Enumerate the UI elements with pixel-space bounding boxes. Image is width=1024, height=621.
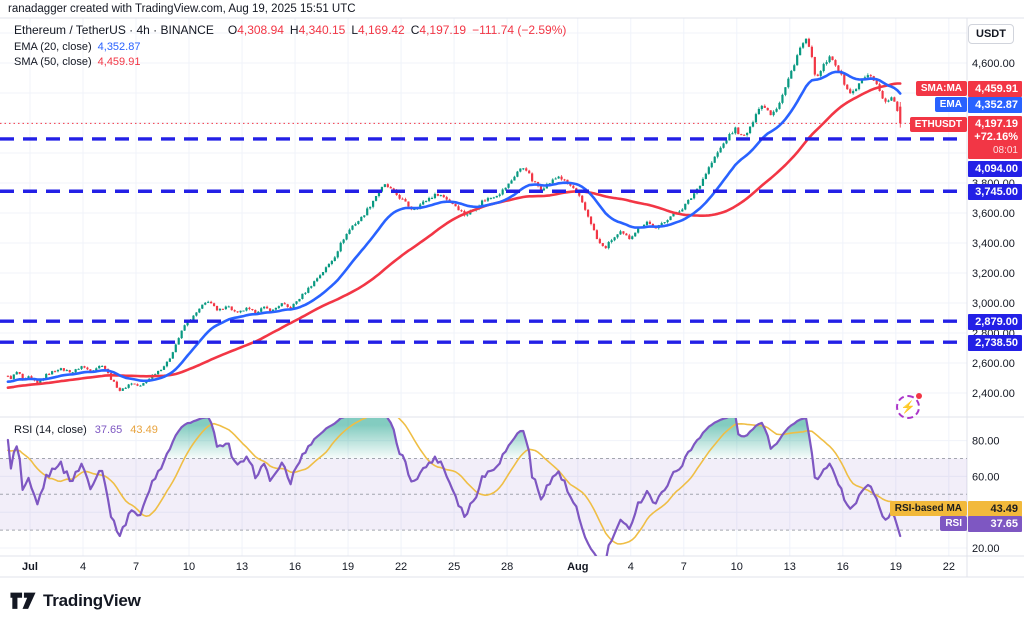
time-tick-label: 10 <box>183 561 195 573</box>
level-price-badge: 3,745.00 <box>968 184 1022 200</box>
rsi-price-label: RSI <box>940 516 967 531</box>
tradingview-logo-text: TradingView <box>43 591 141 610</box>
notification-dot <box>916 393 922 399</box>
rsi-tick-label: 20.00 <box>972 543 1000 555</box>
time-tick-label: 4 <box>628 561 634 573</box>
level-price-badge: 2,738.50 <box>968 335 1022 351</box>
price-tick-label: 3,400.00 <box>972 238 1015 250</box>
candles-layer <box>6 37 902 392</box>
ema-line <box>6 70 902 383</box>
price-tick-label: 3,000.00 <box>972 298 1015 310</box>
time-tick-label: Jul <box>22 561 38 573</box>
ema-label: EMA (20, close) <box>14 41 92 53</box>
time-tick-label: 7 <box>133 561 139 573</box>
rsi-legend-row[interactable]: RSI (14, close) 37.65 43.49 <box>14 424 158 436</box>
tradingview-logo-icon <box>10 592 36 609</box>
currency-toggle-button[interactable]: USDT <box>968 24 1014 44</box>
support-resistance-levels <box>0 137 964 344</box>
time-tick-label: 10 <box>731 561 743 573</box>
ema-price-label: EMA <box>934 97 967 112</box>
time-tick-label: Aug <box>567 561 588 573</box>
symbol-row: Ethereum / TetherUS · 4h · BINANCE O4,308… <box>14 24 566 36</box>
rsi-ma-price-badge: 43.49 <box>968 501 1022 517</box>
rsi-price-badge: 37.65 <box>968 516 1022 532</box>
time-tick-label: 19 <box>342 561 354 573</box>
ohlc-open-key: O <box>227 23 238 37</box>
boost-ring <box>896 395 920 419</box>
level-price-badge: 4,094.00 <box>968 161 1022 177</box>
time-tick-label: 13 <box>236 561 248 573</box>
rsi-ma-price-label: RSI-based MA <box>889 501 967 516</box>
moving-averages-layer <box>6 70 902 389</box>
time-tick-label: 25 <box>448 561 460 573</box>
ema-value: 4,352.87 <box>97 41 141 53</box>
time-tick-label: 13 <box>784 561 796 573</box>
sma-line <box>6 82 902 389</box>
price-tick-label: 3,200.00 <box>972 268 1015 280</box>
ohlc-close-key: C <box>410 23 420 37</box>
price-tick-label: 2,600.00 <box>972 358 1015 370</box>
rsi-value: 37.65 <box>94 424 123 436</box>
sma-value: 4,459.91 <box>97 56 141 68</box>
ohlc-open-value: 4,308.94 <box>237 23 284 37</box>
time-tick-label: 22 <box>943 561 955 573</box>
symbol-price-badge: 4,197.19 +72.16% 08:01 <box>968 116 1022 159</box>
sma-label: SMA (50, close) <box>14 56 92 68</box>
lightning-bolt-icon: ⚡ <box>900 400 916 414</box>
ohlc-low-value: 4,169.42 <box>358 23 405 37</box>
sma-price-label: SMA:MA <box>915 81 967 96</box>
rsi-ma-line <box>7 418 901 545</box>
boost-lightning-icon[interactable]: ⚡ <box>896 393 922 419</box>
bar-countdown: 08:01 <box>992 145 1018 156</box>
rsi-line <box>6 418 902 556</box>
rsi-tick-label: 80.00 <box>972 436 1000 448</box>
ohlc-close-value: 4,197.19 <box>419 23 467 37</box>
ohlc-high-key: H <box>289 23 299 37</box>
symbol-title: Ethereum / TetherUS · 4h · BINANCE <box>14 23 214 37</box>
change-percent: +72.16% <box>974 131 1018 143</box>
rsi-ma-value: 43.49 <box>130 424 158 436</box>
change-value: −111.74 (−2.59%) <box>472 23 567 37</box>
time-tick-label: 19 <box>890 561 902 573</box>
symbol-legend[interactable]: Ethereum / TetherUS · 4h · BINANCE O4,308… <box>14 24 566 68</box>
sma-price-badge: 4,459.91 <box>968 81 1022 97</box>
time-axis-drag-area[interactable] <box>0 556 967 577</box>
price-tick-label: 4,600.00 <box>972 58 1015 70</box>
ohlc-high-value: 4,340.15 <box>298 23 346 37</box>
ema-legend-row[interactable]: EMA (20, close) 4,352.87 <box>14 42 566 53</box>
time-tick-label: 22 <box>395 561 407 573</box>
time-tick-label: 4 <box>80 561 86 573</box>
last-price: 4,197.19 <box>975 118 1018 130</box>
rsi-label: RSI (14, close) <box>14 424 87 436</box>
sma-legend-row[interactable]: SMA (50, close) 4,459.91 <box>14 57 566 68</box>
rsi-panel-layer <box>0 418 967 556</box>
time-tick-label: 7 <box>681 561 687 573</box>
tradingview-logo[interactable]: TradingView <box>10 591 141 611</box>
symbol-price-label: ETHUSDT <box>909 117 967 132</box>
level-price-badge: 2,879.00 <box>968 314 1022 330</box>
ema-price-badge: 4,352.87 <box>968 97 1022 113</box>
time-tick-label: 16 <box>289 561 301 573</box>
attribution-text: ranadagger created with TradingView.com,… <box>8 3 356 15</box>
rsi-tick-label: 60.00 <box>972 471 1000 483</box>
time-tick-label: 28 <box>501 561 513 573</box>
price-tick-label: 3,600.00 <box>972 208 1015 220</box>
price-axis-drag-area[interactable] <box>968 18 1024 556</box>
price-tick-label: 2,400.00 <box>972 388 1015 400</box>
ohlc-low-key: L <box>351 23 358 37</box>
time-tick-label: 16 <box>837 561 849 573</box>
